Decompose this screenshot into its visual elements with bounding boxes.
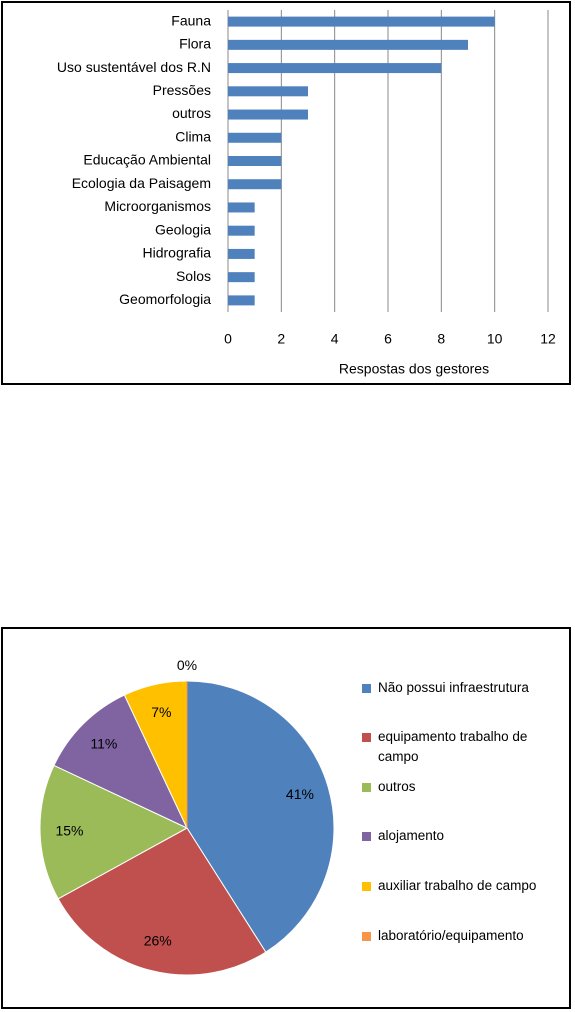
y-tick-label: Fauna xyxy=(171,12,211,28)
legend-label: laboratório/equipamento xyxy=(378,928,524,943)
legend-label: alojamento xyxy=(378,828,445,843)
legend-label: outros xyxy=(378,779,416,794)
x-tick-label: 0 xyxy=(224,331,232,347)
legend-swatch xyxy=(362,783,371,792)
data-label: 41% xyxy=(286,786,314,802)
bar xyxy=(228,248,255,259)
bar xyxy=(228,156,282,166)
pie-slice xyxy=(39,764,189,900)
x-tick-label: 6 xyxy=(384,331,392,347)
legend-swatch xyxy=(362,832,371,841)
bar xyxy=(228,86,308,97)
y-tick-label: Uso sustentável dos R.N xyxy=(57,59,211,75)
x-tick-label: 12 xyxy=(540,331,556,347)
x-axis-title: Respostas dos gestores xyxy=(339,361,489,377)
legend-swatch xyxy=(362,932,371,941)
legend-label: equipamento trabalho de campo xyxy=(378,729,528,764)
pie-slice xyxy=(186,680,335,953)
legend-swatch xyxy=(362,733,371,742)
data-label: 7% xyxy=(151,704,171,720)
x-tick-label: 2 xyxy=(277,331,285,347)
y-tick-label: outros xyxy=(172,105,211,121)
y-tick-label: Hidrografia xyxy=(143,245,212,261)
bar xyxy=(228,272,255,283)
bar xyxy=(228,16,495,27)
bar xyxy=(228,63,442,74)
y-tick-label: Flora xyxy=(179,36,211,52)
y-tick-label: Educação Ambiental xyxy=(83,152,211,168)
y-tick-label: Clima xyxy=(175,128,211,144)
bar xyxy=(228,109,308,120)
y-tick-label: Pressões xyxy=(153,82,211,98)
legend-label: auxiliar trabalho de campo xyxy=(378,878,537,893)
bar xyxy=(228,39,468,50)
y-tick-label: Geologia xyxy=(155,221,211,237)
legend-label: Não possui infraestrutura xyxy=(378,680,529,695)
y-tick-label: Geomorfologia xyxy=(119,291,211,307)
x-tick-label: 4 xyxy=(331,331,339,347)
pie-slice xyxy=(57,827,267,976)
bar xyxy=(228,295,255,306)
y-tick-label: Solos xyxy=(176,268,211,284)
y-tick-label: Microorganismos xyxy=(104,198,211,214)
data-label: 15% xyxy=(55,822,83,838)
pie-chart-frame xyxy=(1,627,571,1009)
x-tick-label: 8 xyxy=(437,331,445,347)
data-label: 11% xyxy=(90,736,117,752)
legend-swatch xyxy=(362,882,371,891)
data-label: 0% xyxy=(177,657,197,673)
y-tick-label: Ecologia da Paisagem xyxy=(72,175,211,191)
bar xyxy=(228,225,255,236)
bar xyxy=(228,179,282,190)
bar xyxy=(228,132,282,143)
bar xyxy=(228,202,255,213)
data-label: 26% xyxy=(144,933,172,949)
x-tick-label: 10 xyxy=(487,331,503,347)
pie-slice xyxy=(53,694,189,830)
bar-chart-frame xyxy=(1,1,571,385)
legend-swatch xyxy=(362,684,371,693)
